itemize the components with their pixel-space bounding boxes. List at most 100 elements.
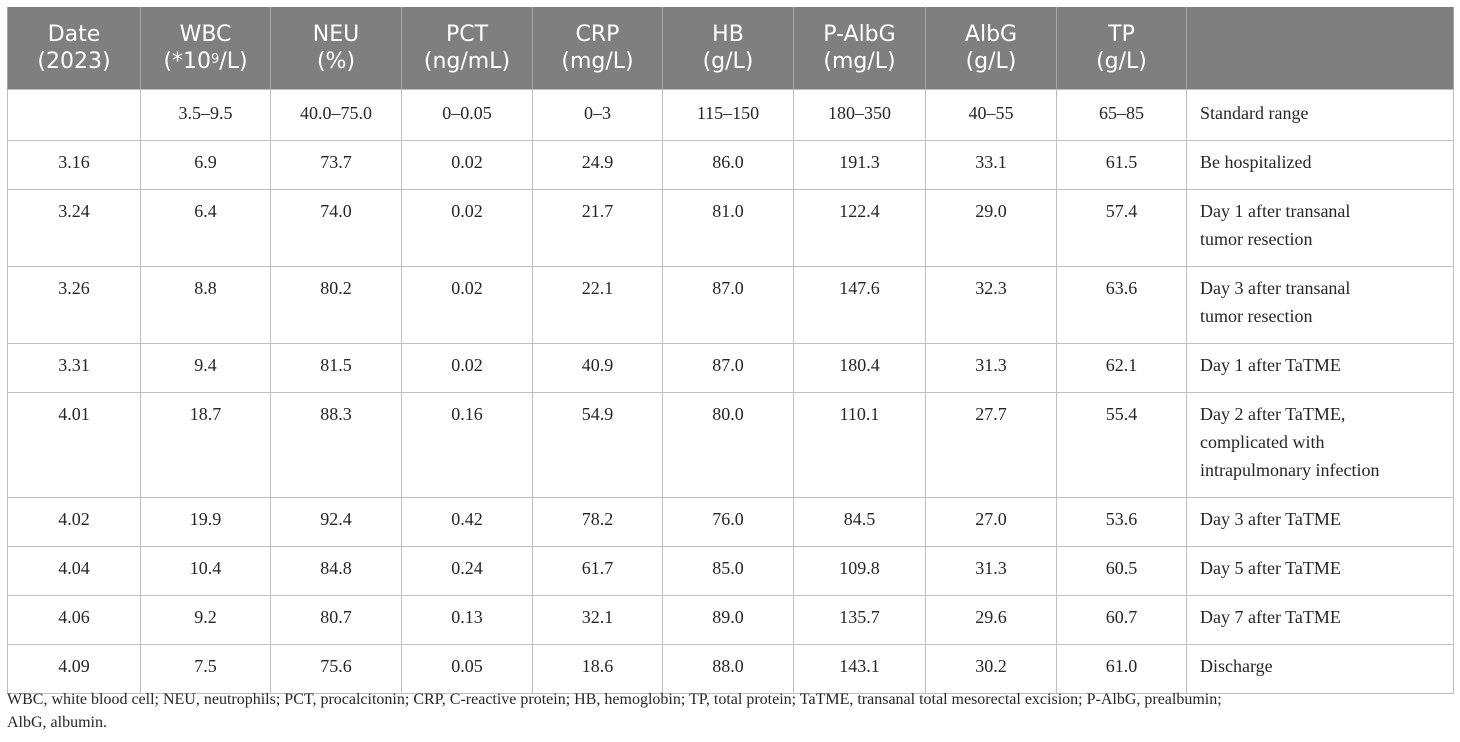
header-tp: TP (g/L) bbox=[1056, 7, 1187, 90]
header-date: Date (2023) bbox=[7, 7, 141, 90]
table-cell: 87.0 bbox=[662, 266, 794, 344]
table-cell: 0–0.05 bbox=[401, 89, 533, 141]
note-line: intrapulmonary infection bbox=[1200, 460, 1380, 480]
table-cell: 40–55 bbox=[925, 89, 1057, 141]
table-row: 3.31 9.4 81.5 0.02 40.9 87.0 180.4 31.3 62.1 Day … bbox=[7, 343, 1454, 393]
note-line: Day 1 after transanal bbox=[1200, 201, 1351, 221]
table-cell: 73.7 bbox=[270, 140, 402, 190]
table-body: 3.5–9.5 40.0–75.0 0–0.05 0–3 115–150 180… bbox=[7, 89, 1454, 694]
header-hb: HB (g/L) bbox=[662, 7, 794, 90]
table-cell: 27.7 bbox=[925, 392, 1057, 498]
table-cell: 88.0 bbox=[662, 644, 794, 694]
table-cell: 80.2 bbox=[270, 266, 402, 344]
note-line: Day 5 after TaTME bbox=[1200, 558, 1341, 578]
table-cell: 32.3 bbox=[925, 266, 1057, 344]
table-row: 4.06 9.2 80.7 0.13 32.1 89.0 135.7 29.6 60.7 Day … bbox=[7, 595, 1454, 645]
table-cell: 57.4 bbox=[1056, 189, 1187, 267]
table-footnote: WBC, white blood cell; NEU, neutrophils;… bbox=[7, 688, 1453, 734]
header-p-albg: P-AlbG (mg/L) bbox=[793, 7, 926, 90]
date-cell: 3.16 bbox=[7, 140, 141, 190]
table-cell: 21.7 bbox=[532, 189, 663, 267]
note-cell: Day 3 after TaTME bbox=[1186, 497, 1454, 547]
table-row: 4.04 10.4 84.8 0.24 61.7 85.0 109.8 31.3 60.5 Day… bbox=[7, 546, 1454, 596]
table-row: 4.01 18.7 88.3 0.16 54.9 80.0 110.1 27.7 55.4 Day… bbox=[7, 392, 1454, 498]
table-cell: 54.9 bbox=[532, 392, 663, 498]
table-cell: 30.2 bbox=[925, 644, 1057, 694]
note-cell: Day 7 after TaTME bbox=[1186, 595, 1454, 645]
table-cell: 75.6 bbox=[270, 644, 402, 694]
table-cell: 115–150 bbox=[662, 89, 794, 141]
table-cell: 80.0 bbox=[662, 392, 794, 498]
table-cell: 65–85 bbox=[1056, 89, 1187, 141]
header-albg: AlbG (g/L) bbox=[925, 7, 1057, 90]
table-cell: 6.9 bbox=[140, 140, 271, 190]
table-cell: 22.1 bbox=[532, 266, 663, 344]
note-line: Day 7 after TaTME bbox=[1200, 607, 1341, 627]
note-cell: Discharge bbox=[1186, 644, 1454, 694]
table-cell: 110.1 bbox=[793, 392, 926, 498]
note-cell: Be hospitalized bbox=[1186, 140, 1454, 190]
table-cell: 61.0 bbox=[1056, 644, 1187, 694]
table-cell: 9.2 bbox=[140, 595, 271, 645]
table-row: 4.02 19.9 92.4 0.42 78.2 76.0 84.5 27.0 53.6 Day … bbox=[7, 497, 1454, 547]
table-cell: 31.3 bbox=[925, 343, 1057, 393]
table-cell: 0.42 bbox=[401, 497, 533, 547]
note-line: tumor resection bbox=[1200, 229, 1313, 249]
table-cell: 8.8 bbox=[140, 266, 271, 344]
table-cell: 78.2 bbox=[532, 497, 663, 547]
table-cell: 109.8 bbox=[793, 546, 926, 596]
table-cell: 0.16 bbox=[401, 392, 533, 498]
lab-results-table: Date (2023) WBC (*109/L) NEU (%) PCT (ng… bbox=[7, 7, 1454, 694]
table-cell: 89.0 bbox=[662, 595, 794, 645]
table-row: 3.16 6.9 73.7 0.02 24.9 86.0 191.3 33.1 61.5 Be h… bbox=[7, 140, 1454, 190]
table-cell: 61.5 bbox=[1056, 140, 1187, 190]
table-cell: 61.7 bbox=[532, 546, 663, 596]
table-cell: 81.0 bbox=[662, 189, 794, 267]
table-cell bbox=[7, 89, 141, 141]
note-line: Discharge bbox=[1200, 656, 1273, 676]
date-cell: 3.31 bbox=[7, 343, 141, 393]
table-cell: 6.4 bbox=[140, 189, 271, 267]
footnote-line: WBC, white blood cell; NEU, neutrophils;… bbox=[7, 691, 1222, 708]
table-cell: 55.4 bbox=[1056, 392, 1187, 498]
date-cell: 4.02 bbox=[7, 497, 141, 547]
table-cell: 19.9 bbox=[140, 497, 271, 547]
table-cell: 60.7 bbox=[1056, 595, 1187, 645]
header-notes bbox=[1186, 7, 1454, 90]
table-cell: 10.4 bbox=[140, 546, 271, 596]
table-row: 3.24 6.4 74.0 0.02 21.7 81.0 122.4 29.0 57.4 Day … bbox=[7, 189, 1454, 267]
note-line: Be hospitalized bbox=[1200, 152, 1312, 172]
table-cell: 86.0 bbox=[662, 140, 794, 190]
note-cell: Day 3 after transanal tumor resection bbox=[1186, 266, 1454, 344]
date-cell: 4.01 bbox=[7, 392, 141, 498]
table-cell: 18.6 bbox=[532, 644, 663, 694]
table-cell: 84.5 bbox=[793, 497, 926, 547]
table-cell: 33.1 bbox=[925, 140, 1057, 190]
header-crp: CRP (mg/L) bbox=[532, 7, 663, 90]
header-wbc: WBC (*109/L) bbox=[140, 7, 271, 90]
note-cell: Day 1 after transanal tumor resection bbox=[1186, 189, 1454, 267]
table-cell: 24.9 bbox=[532, 140, 663, 190]
table-cell: 0.02 bbox=[401, 189, 533, 267]
table-cell: 74.0 bbox=[270, 189, 402, 267]
table-cell: 84.8 bbox=[270, 546, 402, 596]
header-neu: NEU (%) bbox=[270, 7, 402, 90]
table-cell: 63.6 bbox=[1056, 266, 1187, 344]
note-cell: Day 2 after TaTME, complicated with intrap… bbox=[1186, 392, 1454, 498]
table-cell: 92.4 bbox=[270, 497, 402, 547]
table-cell: 122.4 bbox=[793, 189, 926, 267]
table-cell: 143.1 bbox=[793, 644, 926, 694]
note-cell: Day 1 after TaTME bbox=[1186, 343, 1454, 393]
table-cell: 180.4 bbox=[793, 343, 926, 393]
table-cell: 53.6 bbox=[1056, 497, 1187, 547]
table-cell: 147.6 bbox=[793, 266, 926, 344]
table-cell: 135.7 bbox=[793, 595, 926, 645]
header-row: Date (2023) WBC (*109/L) NEU (%) PCT (ng… bbox=[7, 7, 1454, 90]
note-line: Day 3 after transanal bbox=[1200, 278, 1351, 298]
footnote-line: AlbG, albumin. bbox=[7, 714, 107, 731]
note-line: Day 2 after TaTME, bbox=[1200, 404, 1346, 424]
table-cell: 88.3 bbox=[270, 392, 402, 498]
table-cell: 40.0–75.0 bbox=[270, 89, 402, 141]
table-cell: 87.0 bbox=[662, 343, 794, 393]
lab-results-table-container: Date (2023) WBC (*109/L) NEU (%) PCT (ng… bbox=[7, 7, 1454, 694]
